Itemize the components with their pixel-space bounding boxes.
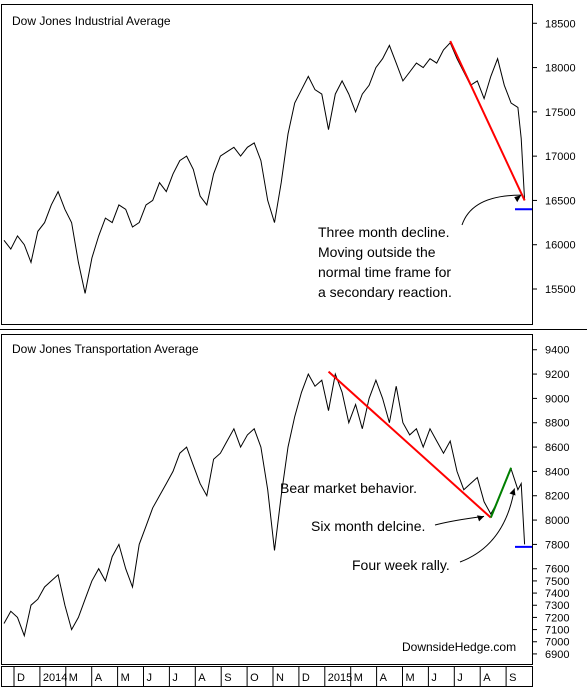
top-plot-frame	[1, 4, 533, 325]
red-trendline	[327, 370, 492, 519]
bottom-chart-title: Dow Jones Transportation Average	[12, 342, 199, 356]
y-tick-label: 7400	[545, 588, 569, 600]
y-tick-label: 8800	[545, 418, 569, 430]
annotation-bear-market: Bear market behavior.	[280, 480, 417, 496]
y-tick-label: 17000	[545, 151, 576, 163]
annotation-arrowhead-four-week	[509, 488, 516, 496]
annotation-arrowhead	[514, 195, 522, 203]
x-tick-label: M	[69, 672, 78, 684]
annotation-arrow	[461, 194, 522, 226]
y-tick-label: 18500	[545, 18, 576, 30]
bottom-plot-frame	[1, 334, 533, 665]
green-trendline	[489, 467, 513, 519]
top-chart-title: Dow Jones Industrial Average	[12, 14, 171, 28]
bottom-annotations: Bear market behavior. Six month delcine.…	[280, 480, 516, 573]
red-trendline	[449, 40, 526, 201]
price-line	[3, 41, 526, 294]
top-y-axis: 15500 16000 16500 17000 17500 18000 18500	[532, 18, 576, 296]
y-tick-label: 9400	[545, 345, 569, 357]
top-annotation: Three month decline. Moving outside the …	[318, 194, 522, 300]
y-tick-label: 6900	[545, 649, 569, 661]
x-axis-strip	[1, 666, 533, 687]
x-tick-label: M	[121, 672, 130, 684]
x-tick-label: A	[483, 672, 491, 684]
y-tick-label: 7100	[545, 625, 569, 637]
bottom-price-series	[3, 372, 526, 638]
y-tick-label: 8600	[545, 442, 569, 454]
x-tick-label: M	[406, 672, 415, 684]
y-tick-label: 7300	[545, 600, 569, 612]
price-line	[3, 372, 526, 638]
y-tick-label: 17500	[545, 107, 576, 119]
annotation-arrow-four-week	[459, 488, 515, 563]
annotation-arrowhead-six-month	[477, 515, 485, 522]
x-tick-label: A	[198, 672, 206, 684]
top-annotation-line-3: normal time frame for	[318, 264, 451, 280]
y-tick-label: 15500	[545, 284, 576, 296]
x-tick-label: J	[431, 672, 437, 684]
x-tick-label: J	[147, 672, 153, 684]
y-tick-label: 8400	[545, 466, 569, 478]
x-tick-label: S	[224, 672, 231, 684]
y-tick-label: 7600	[545, 564, 569, 576]
x-tick-label: D	[302, 672, 310, 684]
top-annotation-line-2: Moving outside the	[318, 244, 436, 260]
y-tick-label: 9200	[545, 369, 569, 381]
y-tick-label: 8000	[545, 515, 569, 527]
y-tick-label: 7200	[545, 612, 569, 624]
top-price-series	[3, 41, 526, 294]
bottom-overlays	[327, 370, 532, 548]
x-tick-label: 2014	[43, 672, 67, 684]
x-tick-label: O	[250, 672, 259, 684]
y-tick-label: 8200	[545, 491, 569, 503]
x-tick-label: A	[95, 672, 103, 684]
y-tick-label: 18000	[545, 63, 576, 75]
x-tick-label: S	[509, 672, 516, 684]
y-tick-label: 16500	[545, 195, 576, 207]
y-tick-label: 9000	[545, 393, 569, 405]
x-tick-label: J	[172, 672, 178, 684]
x-tick-label: N	[276, 672, 284, 684]
x-tick-label: D	[17, 672, 25, 684]
x-tick-label: 2015	[328, 672, 352, 684]
y-tick-label: 7500	[545, 576, 569, 588]
x-tick-label: A	[380, 672, 388, 684]
x-axis: D 2014 M A M J J A S O N D 2015 M A M J J A S	[13, 667, 516, 686]
watermark: DownsideHedge.com	[402, 640, 516, 654]
top-overlays	[449, 40, 532, 211]
top-annotation-line-1: Three month decline.	[318, 224, 450, 240]
top-annotation-line-4: a secondary reaction.	[318, 284, 452, 300]
x-tick-label: M	[354, 672, 363, 684]
annotation-six-month: Six month delcine.	[311, 518, 425, 534]
x-tick-label: J	[457, 672, 463, 684]
y-tick-label: 7800	[545, 539, 569, 551]
y-tick-label: 16000	[545, 240, 576, 252]
annotation-four-week: Four week rally.	[352, 557, 450, 573]
y-tick-label: 7000	[545, 637, 569, 649]
